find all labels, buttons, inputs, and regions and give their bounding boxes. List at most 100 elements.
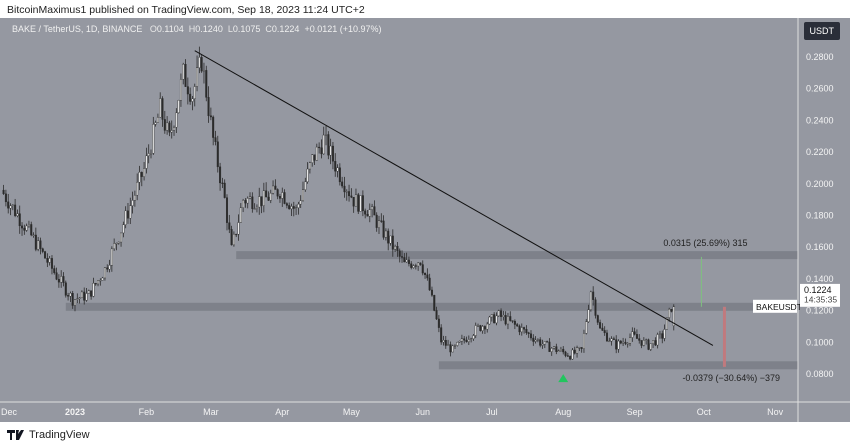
candle-body [223,182,226,198]
candle-body [274,185,277,190]
candle-body [322,134,325,155]
candle-body [631,331,634,338]
candle-body [658,333,661,335]
candle-body [37,240,40,250]
x-tick-label: Nov [767,407,784,417]
candle-body [502,315,505,317]
candle-body [348,191,351,197]
candle-body [463,338,466,341]
candle-body [649,343,652,350]
candle-body [571,349,574,360]
candle-body [511,320,514,322]
x-tick-label: Apr [275,407,289,417]
candle-body [527,332,530,334]
candle-body [559,348,562,351]
candle-body [594,299,597,316]
candle-body [34,234,37,250]
candle-body [90,290,93,297]
x-tick-label: Jun [415,407,430,417]
candle-body [186,86,189,95]
last-price-bg [800,283,840,307]
candle-body [313,154,316,161]
candle-body [108,265,111,270]
candle-body [152,124,155,154]
candle-body [163,119,166,131]
candle-body [124,210,127,225]
candle-body [460,338,463,342]
candle-body [73,299,76,306]
candle-body [407,259,410,264]
candle-body [573,349,576,354]
candle-body [479,325,482,331]
x-tick-label: Mar [203,407,219,417]
candle-body [154,122,157,125]
candle-body [440,327,443,343]
candle-body [338,167,341,183]
candle-body [428,277,431,291]
candle-body [518,325,521,333]
candle-body [497,310,500,317]
candle-body [214,137,217,142]
candle-body [122,224,125,234]
candle-body [582,333,585,349]
candle-body [456,342,459,346]
candle-body [426,274,429,279]
currency-button[interactable]: USDT [803,22,840,40]
candle-body [320,147,323,155]
candle-body [341,181,344,187]
candle-body [156,117,159,123]
publisher-line: BitcoinMaximus1 published on TradingView… [7,4,365,16]
candle-body [55,272,58,280]
candle-body [612,338,615,340]
candle-body [140,171,143,177]
candle-body [242,200,245,208]
candle-body [546,341,549,343]
candle-body [64,282,67,296]
candle-body [25,225,28,231]
candle-body [209,115,212,118]
candle-body [50,258,53,269]
candle-body [126,210,129,219]
candle-body [4,193,7,203]
candle-body [219,166,222,184]
candle-body [472,335,475,339]
candle-body [421,264,424,274]
price-chart[interactable]: 0.0315 (25.69%) 315 -0.0379 (−30.64%) −37… [0,18,850,422]
candle-body [94,283,97,285]
candle-body [221,182,224,184]
candle-body [60,276,63,283]
candle-body [308,162,311,170]
candle-body [260,196,263,206]
candle-body [357,194,360,212]
candle-body [543,341,546,345]
candle-body [470,338,473,340]
candle-body [255,206,258,209]
candle-body [647,339,650,350]
symbol-tag-bg [753,299,797,313]
candle-body [449,344,452,353]
candle-body [272,185,275,194]
candle-body [553,346,556,349]
candle-body [361,195,364,212]
close-value: 0.1224 [271,24,300,34]
candle-body [442,340,445,343]
candle-body [191,98,194,102]
x-tick-label: Feb [139,407,155,417]
candle-body [244,200,247,204]
ohlc-legend: BAKE / TetherUS, 1D, BINANCE O0.1104 H0.… [12,24,382,34]
candle-body [101,277,104,281]
measure-down-label: -0.0379 (−30.64%) −379 [682,373,780,383]
candle-body [541,343,544,346]
candle-body [405,259,408,263]
y-tick-label: 0.2600 [806,84,834,94]
candle-body [626,343,629,345]
candle-body [159,98,162,118]
high-label: H [188,24,196,34]
candle-body [578,347,581,349]
candle-body [539,339,542,346]
chart-frame[interactable]: 0.0315 (25.69%) 315 -0.0379 (−30.64%) −37… [0,18,850,422]
candle-body [483,326,486,330]
x-tick-label: Jul [486,407,498,417]
open-label: O [149,24,157,34]
candle-body [610,338,613,342]
